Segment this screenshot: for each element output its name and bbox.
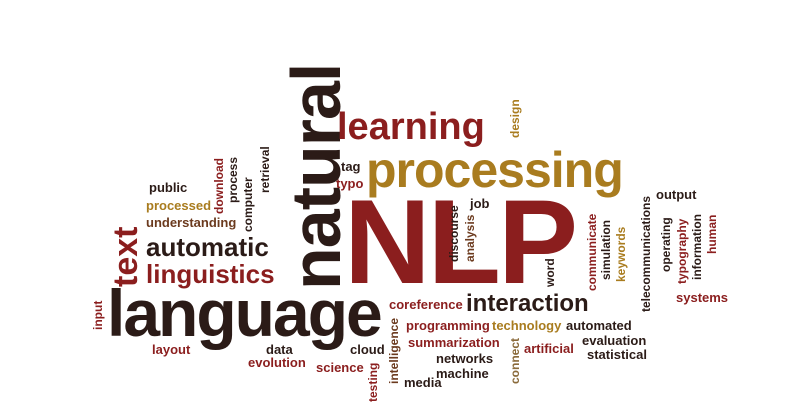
word-process: process xyxy=(226,156,240,203)
word-understanding: understanding xyxy=(146,215,237,230)
word-simulation: simulation xyxy=(599,219,613,280)
word-summarization: summarization xyxy=(408,335,500,350)
word-connect: connect xyxy=(508,337,522,384)
word-retrieval: retrieval xyxy=(258,146,272,193)
word-automated: automated xyxy=(566,318,632,333)
word-layout: layout xyxy=(152,342,191,357)
word-linguistics: linguistics xyxy=(146,259,275,289)
word-artificial: artificial xyxy=(524,341,574,356)
word-systems: systems xyxy=(676,290,729,305)
word-telecommunications: telecommunications xyxy=(639,195,653,312)
word-language: language xyxy=(107,276,383,350)
word-job: job xyxy=(470,196,490,211)
word-design: design xyxy=(508,99,522,138)
word-data: data xyxy=(266,342,293,357)
word-learning: learning xyxy=(337,106,485,148)
word-public: public xyxy=(149,180,188,195)
word-human: human xyxy=(705,214,719,254)
word-analysis: analysis xyxy=(463,214,477,262)
word-statistical: statistical xyxy=(587,347,647,362)
word-intelligence: intelligence xyxy=(387,317,401,384)
word-networks: networks xyxy=(436,351,494,366)
word-output: output xyxy=(656,187,697,202)
word-tag: tag xyxy=(341,159,361,174)
word-coreference: coreference xyxy=(389,297,463,312)
word-typography: typography xyxy=(675,218,689,284)
word-machine: machine xyxy=(436,366,489,381)
word-programming: programming xyxy=(406,318,490,333)
word-testing: testing xyxy=(366,362,380,402)
word-operating: operating xyxy=(659,217,673,272)
word-keywords: keywords xyxy=(614,226,628,282)
word-discourse: discourse xyxy=(447,205,461,262)
word-cloud: cloud xyxy=(350,342,385,357)
word-computer: computer xyxy=(241,177,255,232)
word-processed: processed xyxy=(146,198,212,213)
word-evaluation: evaluation xyxy=(582,333,647,348)
word-input: input xyxy=(91,300,105,330)
word-download: download xyxy=(212,158,226,214)
word-information: information xyxy=(690,214,704,280)
word-word: word xyxy=(543,258,557,287)
word-communicate: communicate xyxy=(585,213,599,291)
word-automatic: automatic xyxy=(146,232,269,262)
word-processing: processing xyxy=(366,142,624,198)
word-technology: technology xyxy=(492,318,562,333)
word-typo: typo xyxy=(336,176,364,191)
word-nlp: NLP xyxy=(344,175,578,309)
word-science: science xyxy=(316,360,364,375)
word-evolution: evolution xyxy=(248,355,306,370)
word-media: media xyxy=(404,375,442,390)
word-interaction: interaction xyxy=(466,290,589,317)
word-text: text xyxy=(107,226,145,287)
